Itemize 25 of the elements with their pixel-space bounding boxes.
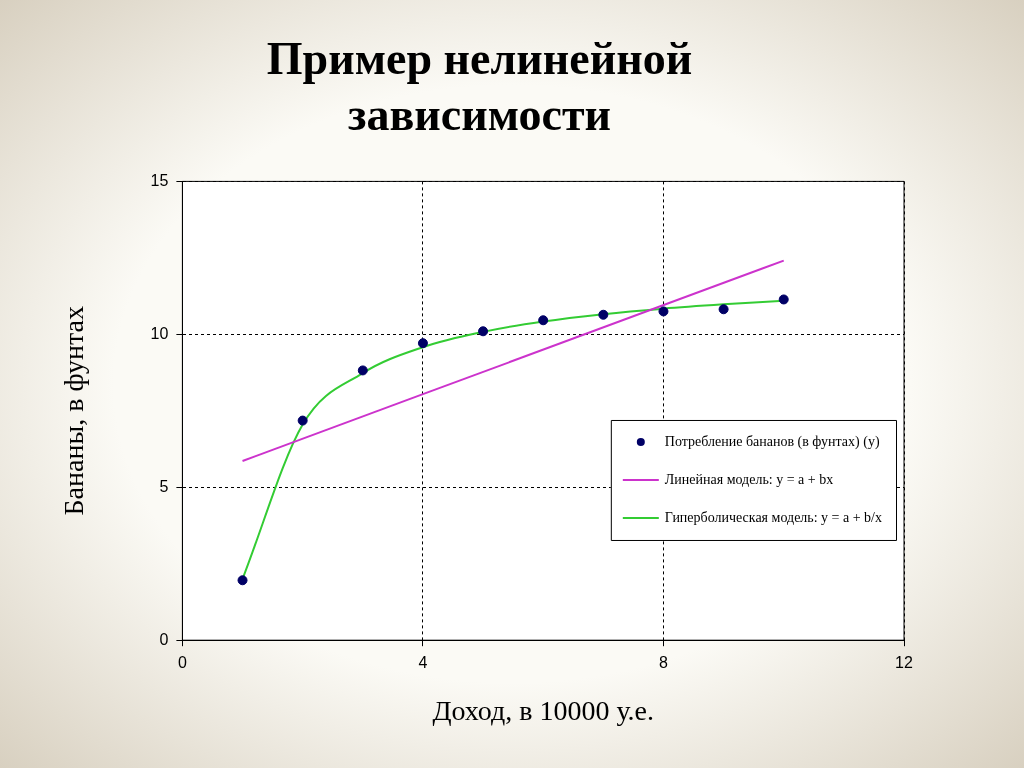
- point: [357, 365, 368, 376]
- x-tick-label: 0: [177, 654, 187, 672]
- y-axis-title: Бананы, в фунтах: [58, 306, 90, 516]
- point: [237, 575, 248, 586]
- y-tick-label: 5: [159, 477, 169, 495]
- point: [598, 309, 609, 320]
- legend-label: Потребление бананов (в фунтах) (y): [664, 433, 880, 450]
- y-tick-label: 15: [150, 171, 169, 189]
- point: [297, 415, 308, 426]
- y-tick-label: 10: [150, 324, 169, 342]
- x-tick-label: 8: [659, 654, 669, 672]
- legend-label: Гиперболическая модель: y = a + b/x: [664, 509, 882, 525]
- y-tick-label: 0: [159, 630, 169, 648]
- text: зависимости: [348, 88, 611, 140]
- x-axis-title: Доход, в 10000 у.е.: [432, 694, 655, 726]
- x-tick-label: 4: [418, 654, 428, 672]
- point: [417, 338, 428, 349]
- point: [538, 315, 549, 326]
- legend-label: Линейная модель: y = a + bx: [664, 471, 834, 487]
- point: [778, 294, 789, 305]
- point: [658, 306, 669, 317]
- point: [718, 304, 729, 315]
- point: [478, 326, 489, 337]
- text: Пример нелинейной: [266, 33, 693, 85]
- x-tick-label: 12: [895, 654, 913, 672]
